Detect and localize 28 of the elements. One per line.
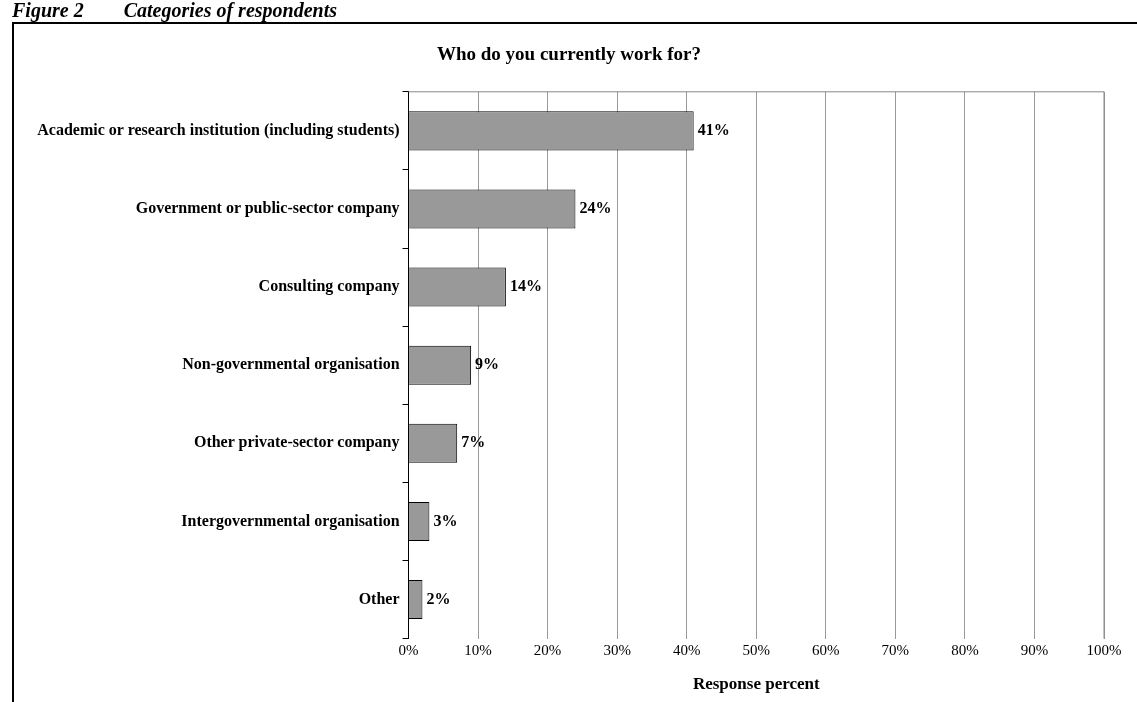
caption: Figure 2 Categories of respondents <box>11 0 339 21</box>
x-tick-label: 50% <box>742 641 771 658</box>
x-tick-label: 100% <box>1086 641 1122 658</box>
y-tick-label: Academic or research institution (including students) <box>37 121 400 139</box>
data-label: 2% <box>426 589 451 607</box>
y-tick-label: Non-governmental organisation <box>182 355 400 374</box>
x-tick-label: 0% <box>398 641 419 658</box>
data-label: 14% <box>509 277 542 295</box>
x-tick-label: 60% <box>812 641 840 658</box>
x-tick-label: 30% <box>603 641 631 658</box>
x-tick-label: 70% <box>881 641 910 658</box>
y-tick-label: Intergovernmental organisation <box>181 511 400 530</box>
x-tick-label: 10% <box>464 641 492 658</box>
data-label: 9% <box>475 355 500 373</box>
data-label: 41% <box>697 121 730 138</box>
y-tick-label: Other private-sector company <box>193 433 400 452</box>
chart-title: Who do you currently work for? <box>436 43 702 65</box>
data-label: 3% <box>433 511 458 529</box>
y-tick-label: Government or public-sector company <box>135 199 400 218</box>
data-label: 7% <box>461 433 486 451</box>
x-axis-title: Response percent <box>692 674 820 694</box>
x-tick-label: 40% <box>672 641 701 658</box>
data-label: 24% <box>579 199 612 217</box>
x-tick-label: 90% <box>1020 641 1049 658</box>
y-tick-label: Other <box>358 589 400 607</box>
x-tick-label: 80% <box>951 641 979 658</box>
y-tick-label: Consulting company <box>258 277 400 296</box>
x-tick-label: 20% <box>533 641 562 658</box>
